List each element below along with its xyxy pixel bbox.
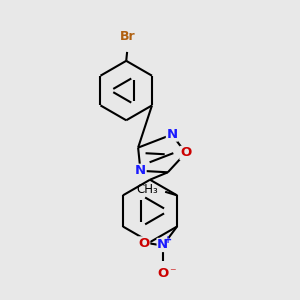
Text: O: O <box>157 267 168 280</box>
Text: O: O <box>138 237 150 250</box>
Text: CH₃: CH₃ <box>136 183 158 196</box>
Text: N: N <box>157 238 168 251</box>
Text: N: N <box>135 164 146 177</box>
Text: N: N <box>167 128 178 141</box>
Text: ⁻: ⁻ <box>169 267 176 280</box>
Text: +: + <box>164 235 172 244</box>
Text: Br: Br <box>120 30 136 43</box>
Text: O: O <box>180 146 191 160</box>
